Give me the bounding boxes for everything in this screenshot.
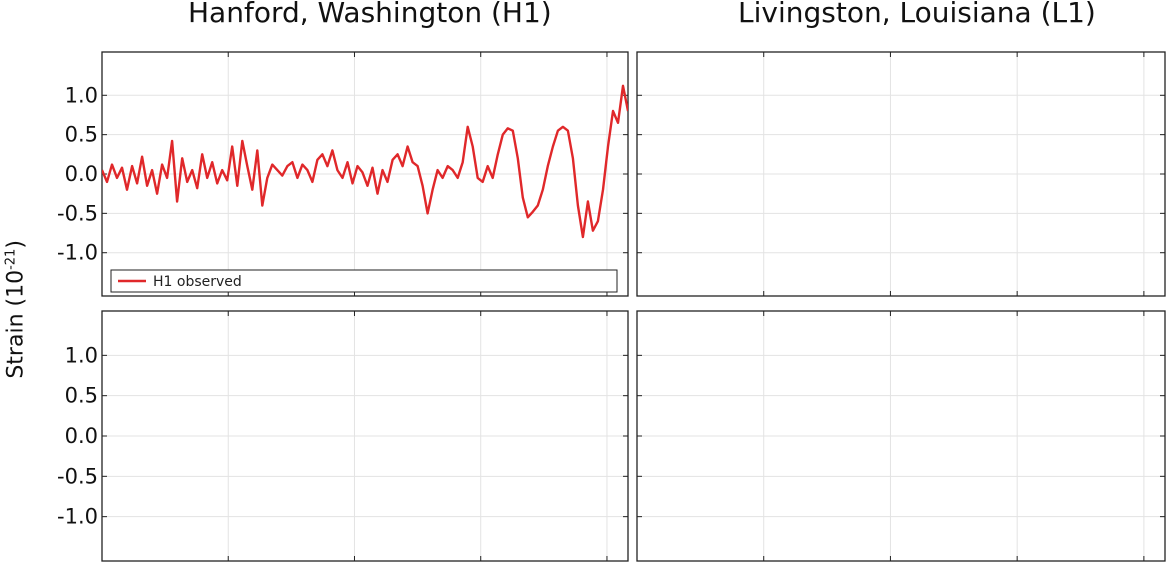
ytick-label-tl-0: 1.0 <box>65 83 98 107</box>
ytick-label-bl-0: 1.0 <box>65 343 98 367</box>
panel-frame <box>636 310 1166 562</box>
panel-tr <box>636 51 1166 297</box>
ytick-label-bl-3: -0.5 <box>57 464 98 488</box>
panel-frame <box>636 51 1166 297</box>
ytick-label-tl-4: -1.0 <box>57 241 98 265</box>
panel-frame <box>101 310 629 562</box>
ytick-label-tl-2: 0.0 <box>65 162 98 186</box>
panel-frame <box>101 51 629 297</box>
ytick-label-bl-2: 0.0 <box>65 424 98 448</box>
ytick-label-bl-1: 0.5 <box>65 384 98 408</box>
panel-br <box>636 310 1166 562</box>
title-hanford: Hanford, Washington (H1) <box>188 0 552 29</box>
title-livingston: Livingston, Louisiana (L1) <box>738 0 1096 29</box>
ytick-label-tl-3: -0.5 <box>57 201 98 225</box>
legend-tl: H1 observed <box>110 269 618 293</box>
legend-label-h1: H1 observed <box>153 274 242 290</box>
series-h1-observed <box>102 84 628 239</box>
panel-bl <box>101 310 629 562</box>
legend-box <box>110 269 618 293</box>
ytick-label-bl-4: -1.0 <box>57 505 98 529</box>
ytick-label-tl-1: 0.5 <box>65 123 98 147</box>
